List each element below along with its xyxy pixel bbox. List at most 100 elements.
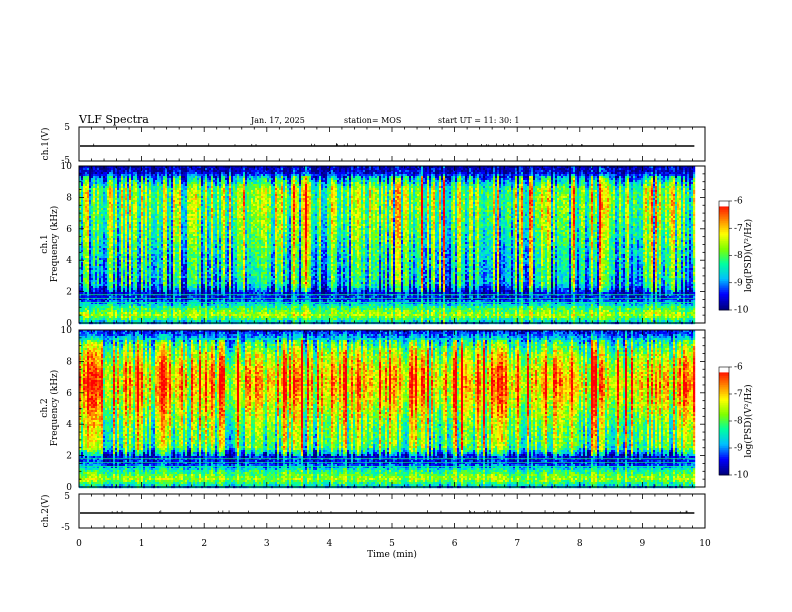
heatmap-cell: [161, 226, 164, 229]
heatmap-cell: [197, 178, 200, 181]
heatmap-cell: [123, 174, 126, 177]
heatmap-cell: [81, 258, 84, 261]
heatmap-cell: [143, 196, 146, 199]
heatmap-cell: [153, 274, 156, 277]
heatmap-cell: [191, 288, 194, 291]
heatmap-cell: [87, 194, 90, 197]
heatmap-cell: [159, 192, 162, 195]
heatmap-cell: [147, 244, 150, 247]
heatmap-cell: [175, 210, 178, 213]
heatmap-cell: [133, 186, 136, 189]
heatmap-cell: [145, 284, 148, 287]
heatmap-cell: [133, 190, 136, 193]
heatmap-cell: [189, 308, 192, 311]
heatmap-cell: [197, 208, 200, 211]
heatmap-cell: [153, 198, 156, 201]
heatmap-cell: [175, 304, 178, 307]
heatmap-cell: [167, 206, 170, 209]
heatmap-cell: [125, 252, 128, 255]
heatmap-cell: [159, 318, 162, 321]
heatmap-cell: [79, 302, 82, 305]
heatmap-cell: [129, 212, 132, 215]
heatmap-cell: [95, 210, 98, 213]
heatmap-cell: [195, 192, 198, 195]
heatmap-cell: [99, 270, 102, 273]
heatmap-cell: [171, 196, 174, 199]
heatmap-cell: [195, 236, 198, 239]
heatmap-cell: [165, 240, 168, 243]
heatmap-cell: [125, 232, 128, 235]
heatmap-cell: [163, 270, 166, 273]
heatmap-cell: [111, 286, 114, 289]
heatmap-cell: [165, 212, 168, 215]
heatmap-cell: [149, 168, 152, 171]
heatmap-cell: [91, 308, 94, 311]
heatmap-cell: [139, 228, 142, 231]
heatmap-cell: [159, 284, 162, 287]
heatmap-cell: [87, 208, 90, 211]
heatmap-cell: [133, 174, 136, 177]
heatmap-cell: [107, 250, 110, 253]
heatmap-cell: [191, 208, 194, 211]
heatmap-cell: [125, 254, 128, 257]
heatmap-cell: [121, 166, 124, 169]
heatmap-cell: [191, 258, 194, 261]
heatmap-cell: [109, 284, 112, 287]
heatmap-cell: [139, 306, 142, 309]
heatmap-cell: [91, 246, 94, 249]
heatmap-cell: [163, 268, 166, 271]
heatmap-cell: [99, 222, 102, 225]
heatmap-cell: [141, 292, 144, 295]
heatmap-cell: [99, 238, 102, 241]
heatmap-cell: [181, 166, 184, 169]
heatmap-cell: [187, 234, 190, 237]
heatmap-cell: [99, 298, 102, 301]
heatmap-cell: [179, 216, 182, 219]
heatmap-cell: [187, 210, 190, 213]
heatmap-cell: [125, 172, 128, 175]
heatmap-cell: [83, 318, 86, 321]
heatmap-cell: [177, 234, 180, 237]
heatmap-cell: [91, 224, 94, 227]
heatmap-cell: [91, 218, 94, 221]
heatmap-cell: [131, 196, 134, 199]
heatmap-cell: [175, 182, 178, 185]
heatmap-cell: [103, 242, 106, 245]
heatmap-cell: [157, 288, 160, 291]
heatmap-cell: [187, 266, 190, 269]
heatmap-cell: [91, 198, 94, 201]
heatmap-cell: [149, 222, 152, 225]
heatmap-cell: [175, 288, 178, 291]
heatmap-cell: [107, 198, 110, 201]
heatmap-cell: [103, 270, 106, 273]
heatmap-cell: [187, 296, 190, 299]
heatmap-cell: [117, 192, 120, 195]
heatmap-cell: [129, 250, 132, 253]
heatmap-cell: [143, 252, 146, 255]
heatmap-cell: [145, 190, 148, 193]
heatmap-cell: [107, 298, 110, 301]
heatmap-cell: [131, 318, 134, 321]
heatmap-cell: [163, 240, 166, 243]
heatmap-cell: [193, 318, 196, 321]
heatmap-cell: [87, 226, 90, 229]
heatmap-cell: [89, 172, 92, 175]
heatmap-cell: [137, 188, 140, 191]
heatmap-cell: [105, 202, 108, 205]
heatmap-cell: [79, 166, 82, 169]
heatmap-cell: [127, 268, 130, 271]
heatmap-cell: [117, 188, 120, 191]
heatmap-cell: [179, 258, 182, 261]
heatmap-cell: [159, 182, 162, 185]
heatmap-cell: [109, 268, 112, 271]
heatmap-cell: [185, 224, 188, 227]
heatmap-cell: [131, 320, 134, 323]
heatmap-cell: [137, 242, 140, 245]
heatmap-cell: [135, 214, 138, 217]
heatmap-cell: [139, 284, 142, 287]
heatmap-cell: [173, 250, 176, 253]
heatmap-cell: [87, 270, 90, 273]
heatmap-cell: [109, 282, 112, 285]
heatmap-cell: [109, 230, 112, 233]
heatmap-cell: [83, 274, 86, 277]
